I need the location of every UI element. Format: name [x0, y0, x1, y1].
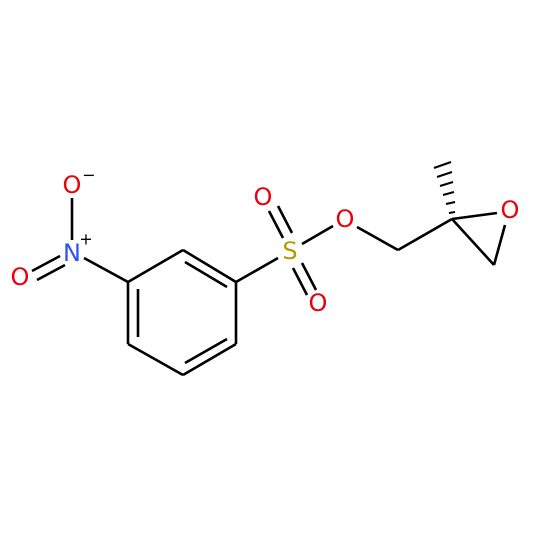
atom-label: O: [309, 289, 328, 317]
charge: +: [79, 230, 92, 249]
atom-label: O: [336, 205, 355, 233]
charge: −: [82, 166, 95, 185]
atom-label: O: [254, 183, 273, 211]
bonds: [31, 161, 507, 377]
atom-label: O: [11, 263, 30, 291]
atom-label: O: [63, 171, 82, 199]
atom-label: S: [282, 237, 297, 265]
atom-labels: O − N + O S O O O O: [11, 166, 520, 318]
atom-label: N: [63, 239, 81, 267]
atom-label: O: [501, 196, 520, 224]
